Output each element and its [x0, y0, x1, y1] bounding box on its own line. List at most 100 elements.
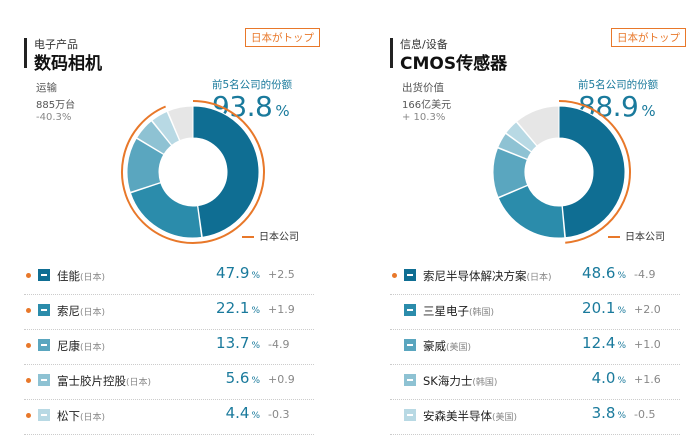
company-name: SK海力士: [423, 374, 473, 388]
company-change: -4.9: [634, 268, 656, 281]
top5-share-unit: %: [275, 102, 290, 120]
company-share-unit: %: [617, 341, 626, 351]
metric-value: 885万台: [36, 100, 76, 111]
legend-line-icon: [608, 236, 620, 238]
company-row: 豪威(美国) 12.4% +1.0: [390, 330, 680, 365]
company-country: (日本): [80, 308, 106, 318]
company-share: 4.4%: [226, 404, 260, 422]
swatch-dash-icon: [41, 309, 47, 311]
japanese-company-dot: [26, 343, 31, 348]
company-row: 三星电子(韩国) 20.1% +2.0: [390, 295, 680, 330]
company-row: 安森美半导体(美国) 3.8% -0.5: [390, 400, 680, 435]
metric-value: 166亿美元: [402, 100, 452, 111]
japan-top-badge: 日本がトップ: [245, 28, 320, 47]
company-name-cell: 安森美半导体(美国): [423, 408, 517, 424]
company-share: 22.1%: [216, 299, 260, 317]
company-share-value: 4.4: [225, 404, 250, 422]
pie-slice: [558, 105, 626, 239]
top5-label: 前5名公司的份额: [212, 79, 293, 91]
series-color-swatch: [38, 304, 50, 316]
donut-chart: [492, 100, 631, 244]
japanese-company-dot: [392, 273, 397, 278]
swatch-dash-icon: [407, 274, 413, 276]
company-change: +2.5: [268, 268, 295, 281]
top5-share-unit: %: [641, 102, 656, 120]
pie-slice-other: [166, 105, 194, 142]
metric-change: -40.3%: [36, 112, 72, 123]
company-name: 尼康: [57, 339, 80, 353]
company-name: 安森美半导体: [423, 409, 492, 423]
company-change: -0.5: [634, 408, 656, 421]
category-label: 电子产品: [34, 38, 78, 51]
swatch-dash-icon: [41, 344, 47, 346]
company-share-value: 13.7: [216, 334, 250, 352]
company-name: 松下: [57, 409, 80, 423]
company-name-cell: 豪威(美国): [423, 338, 471, 354]
company-row: 富士胶片控股(日本) 5.6% +0.9: [24, 365, 314, 400]
japan-top-badge: 日本がトップ: [611, 28, 686, 47]
company-country: (韩国): [469, 308, 495, 318]
company-share: 4.0%: [592, 369, 626, 387]
japanese-company-dot: [26, 378, 31, 383]
pie-slice: [126, 137, 165, 194]
swatch-dash-icon: [407, 379, 413, 381]
company-row: SK海力士(韩国) 4.0% +1.6: [390, 365, 680, 400]
japanese-share-arc: [121, 100, 265, 244]
company-name-cell: 富士胶片控股(日本): [57, 373, 151, 389]
company-share-unit: %: [617, 306, 626, 316]
company-row: 松下(日本) 4.4% -0.3: [24, 400, 314, 435]
japanese-share-arc: [558, 100, 631, 244]
company-name: 三星电子: [423, 304, 469, 318]
company-share: 48.6%: [582, 264, 626, 282]
top5-label: 前5名公司的份额: [578, 79, 659, 91]
company-share: 13.7%: [216, 334, 260, 352]
company-country: (日本): [126, 378, 152, 388]
pie-slice: [497, 184, 566, 239]
title-bar-accent: [390, 38, 393, 68]
swatch-dash-icon: [407, 309, 413, 311]
company-share-value: 48.6: [582, 264, 616, 282]
category-label: 信息/设备: [400, 38, 448, 51]
company-share-unit: %: [251, 376, 260, 386]
series-color-swatch: [38, 339, 50, 351]
company-country: (美国): [446, 343, 472, 353]
company-share-unit: %: [251, 306, 260, 316]
company-share-unit: %: [251, 341, 260, 351]
company-list: 佳能(日本) 47.9% +2.5 索尼(日本) 22.1% +1.9 尼康(日本) 13.7…: [24, 260, 314, 435]
company-row: 索尼(日本) 22.1% +1.9: [24, 295, 314, 330]
company-share: 12.4%: [582, 334, 626, 352]
legend-japanese-label: 日本公司: [259, 232, 299, 243]
series-color-swatch: [38, 269, 50, 281]
company-country: (日本): [80, 343, 106, 353]
metric-label: 运输: [36, 82, 57, 94]
company-share-value: 20.1: [582, 299, 616, 317]
company-name-cell: 索尼半导体解决方案(日本): [423, 268, 552, 284]
company-country: (美国): [492, 413, 518, 423]
company-share-unit: %: [617, 411, 626, 421]
company-share-value: 12.4: [582, 334, 616, 352]
japanese-company-dot: [26, 273, 31, 278]
company-name-cell: 松下(日本): [57, 408, 105, 424]
donut-chart: [121, 100, 265, 244]
company-share-value: 47.9: [216, 264, 250, 282]
company-name: 索尼: [57, 304, 80, 318]
company-share-value: 22.1: [216, 299, 250, 317]
series-color-swatch: [404, 374, 416, 386]
company-country: (日本): [80, 413, 106, 423]
company-share-value: 4.0: [591, 369, 616, 387]
company-change: +1.9: [268, 303, 295, 316]
company-name-cell: 尼康(日本): [57, 338, 105, 354]
company-name: 索尼半导体解决方案: [423, 269, 527, 283]
legend-japanese-companies: 日本公司: [608, 228, 665, 243]
company-row: 佳能(日本) 47.9% +2.5: [24, 260, 314, 295]
series-color-swatch: [38, 409, 50, 421]
company-name: 豪威: [423, 339, 446, 353]
company-share-unit: %: [617, 376, 626, 386]
swatch-dash-icon: [41, 414, 47, 416]
pie-slice: [492, 147, 529, 199]
company-name: 富士胶片控股: [57, 374, 126, 388]
pie-slice: [192, 105, 260, 238]
series-color-swatch: [404, 304, 416, 316]
series-color-swatch: [38, 374, 50, 386]
company-name-cell: SK海力士(韩国): [423, 373, 497, 389]
